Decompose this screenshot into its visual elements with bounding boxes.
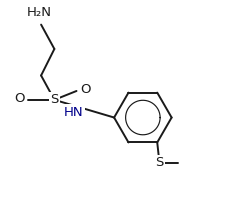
Text: HN: HN	[64, 106, 83, 118]
Text: S: S	[50, 93, 58, 106]
Text: H₂N: H₂N	[26, 6, 51, 19]
Text: O: O	[79, 83, 90, 96]
Text: O: O	[14, 92, 24, 105]
Text: S: S	[155, 156, 163, 169]
